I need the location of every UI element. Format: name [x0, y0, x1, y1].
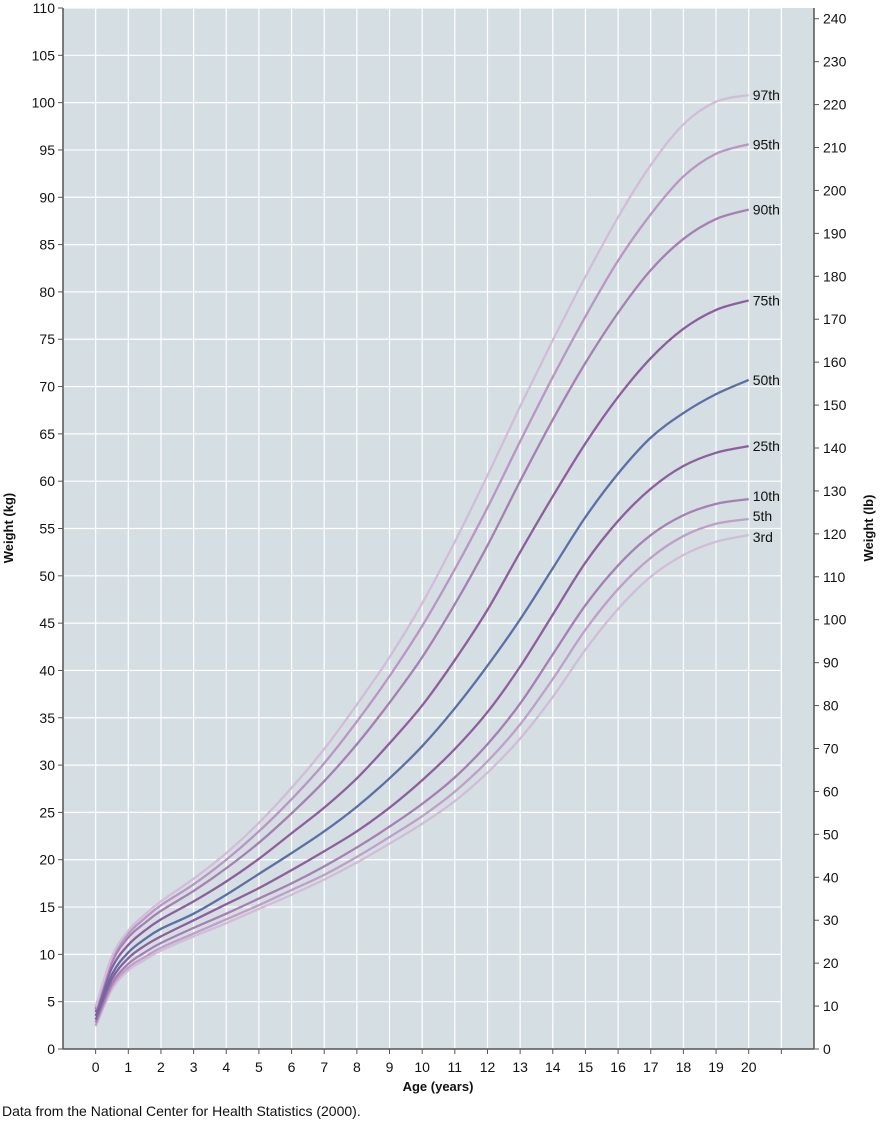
y-tick-label: 95 — [39, 142, 55, 158]
x-tick-label: 19 — [708, 1059, 724, 1075]
y-tick-label-right: 190 — [823, 225, 847, 241]
y-tick-label-right: 80 — [823, 698, 839, 714]
series-line-25th — [94, 445, 749, 1021]
series-label-95th: 95th — [753, 136, 780, 152]
series-label-25th: 25th — [753, 438, 780, 454]
y-axis-label-left: Weight (kg) — [1, 493, 16, 564]
y-tick-label-right: 230 — [823, 54, 847, 70]
y-tick-label-right: 220 — [823, 97, 847, 113]
y-tick-label: 75 — [39, 331, 55, 347]
series-line-97th — [94, 93, 749, 1007]
y-tick-label: 55 — [39, 521, 55, 537]
x-tick-label: 12 — [480, 1059, 496, 1075]
series-line-95th — [94, 143, 750, 1009]
x-tick-label: 18 — [676, 1059, 692, 1075]
x-tick-label: 9 — [386, 1059, 394, 1075]
series-label-10th: 10th — [753, 488, 780, 504]
y-tick-label: 70 — [39, 379, 55, 395]
x-axis-label: Age (years) — [403, 1079, 474, 1094]
y-tick-label-right: 90 — [823, 655, 839, 671]
y-tick-label-right: 200 — [823, 182, 847, 198]
y-tick-label: 40 — [39, 662, 55, 678]
series-label-97th: 97th — [753, 87, 780, 103]
y-tick-label: 5 — [47, 994, 55, 1010]
series-label-5th: 5th — [753, 508, 772, 524]
y-tick-label: 85 — [39, 237, 55, 253]
x-tick-label: 10 — [414, 1059, 430, 1075]
y-tick-label-right: 70 — [823, 741, 839, 757]
x-tick-label: 8 — [353, 1059, 361, 1075]
x-tick-label: 3 — [190, 1059, 198, 1075]
y-tick-label-right: 130 — [823, 483, 847, 499]
y-tick-label-right: 180 — [823, 268, 847, 284]
y-tick-label-right: 30 — [823, 912, 839, 928]
series-line-3rd — [94, 533, 749, 1027]
series-label-90th: 90th — [753, 202, 780, 218]
y-tick-label-right: 100 — [823, 612, 847, 628]
series-line-75th — [94, 299, 750, 1013]
y-tick-label-right: 160 — [823, 354, 847, 370]
y-tick-label-right: 10 — [823, 998, 839, 1014]
x-tick-label: 2 — [157, 1059, 165, 1075]
series-line-5th — [94, 517, 749, 1026]
x-tick-label: 4 — [222, 1059, 230, 1075]
y-tick-label-right: 40 — [823, 869, 839, 885]
x-tick-label: 5 — [255, 1059, 263, 1075]
x-tick-label: 20 — [741, 1059, 757, 1075]
x-tick-label: 6 — [288, 1059, 296, 1075]
series-line-10th — [94, 498, 749, 1023]
x-tick-label: 13 — [512, 1059, 528, 1075]
y-tick-label-right: 210 — [823, 140, 847, 156]
x-tick-label: 14 — [545, 1059, 561, 1075]
x-tick-label: 16 — [610, 1059, 626, 1075]
growth-chart: 3rd5th10th25th50th75th90th95th97th051015… — [1, 0, 876, 1094]
y-tick-label: 105 — [32, 47, 56, 63]
y-tick-label: 80 — [39, 284, 55, 300]
x-tick-label: 17 — [643, 1059, 659, 1075]
y-tick-label-right: 140 — [823, 440, 847, 456]
y-tick-label: 60 — [39, 473, 55, 489]
x-tick-label: 11 — [448, 1059, 463, 1075]
y-tick-label-right: 20 — [823, 955, 839, 971]
y-tick-label: 10 — [39, 946, 55, 962]
y-tick-label: 25 — [39, 804, 55, 820]
x-tick-label: 1 — [124, 1059, 132, 1075]
y-axis-label-right: Weight (lb) — [861, 495, 876, 562]
y-tick-label: 35 — [39, 710, 55, 726]
y-tick-label-right: 120 — [823, 526, 847, 542]
y-tick-label: 90 — [39, 189, 55, 205]
y-tick-label: 45 — [39, 615, 55, 631]
y-tick-label: 30 — [39, 757, 55, 773]
y-tick-label: 50 — [39, 568, 55, 584]
y-tick-label: 20 — [39, 852, 55, 868]
y-tick-label: 0 — [47, 1041, 55, 1057]
series-label-75th: 75th — [753, 292, 780, 308]
x-tick-label: 7 — [320, 1059, 328, 1075]
y-tick-label: 65 — [39, 426, 55, 442]
y-tick-label-right: 170 — [823, 311, 847, 327]
series-line-90th — [94, 208, 750, 1010]
series-label-50th: 50th — [753, 372, 780, 388]
y-tick-label-right: 0 — [823, 1041, 831, 1057]
y-tick-label-right: 60 — [823, 783, 839, 799]
y-tick-label: 15 — [39, 899, 55, 915]
y-tick-label-right: 50 — [823, 826, 839, 842]
y-tick-label-right: 110 — [823, 569, 846, 585]
series-line-50th — [94, 378, 750, 1017]
y-tick-label-right: 240 — [823, 11, 847, 27]
y-tick-label-right: 150 — [823, 397, 847, 413]
x-tick-label: 0 — [92, 1059, 100, 1075]
series-label-3rd: 3rd — [753, 529, 773, 545]
y-tick-label: 110 — [33, 0, 56, 16]
x-tick-label: 15 — [578, 1059, 594, 1075]
footnote: Data from the National Center for Health… — [2, 1103, 361, 1119]
y-tick-label: 100 — [32, 95, 56, 111]
